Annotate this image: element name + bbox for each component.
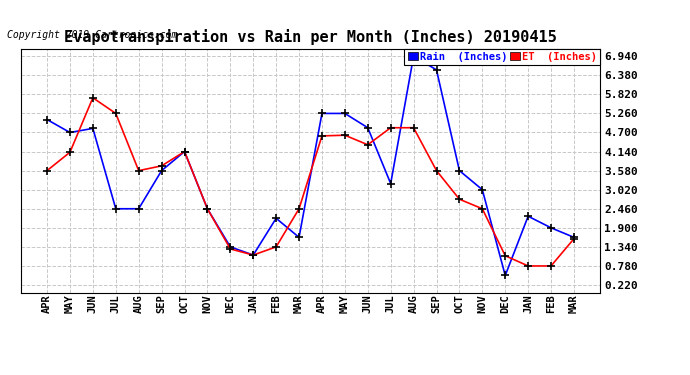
- Text: Copyright 2019 Cartronics.com: Copyright 2019 Cartronics.com: [7, 30, 177, 39]
- Legend: Rain  (Inches), ET  (Inches): Rain (Inches), ET (Inches): [404, 49, 600, 65]
- Title: Evapotranspiration vs Rain per Month (Inches) 20190415: Evapotranspiration vs Rain per Month (In…: [64, 29, 557, 45]
